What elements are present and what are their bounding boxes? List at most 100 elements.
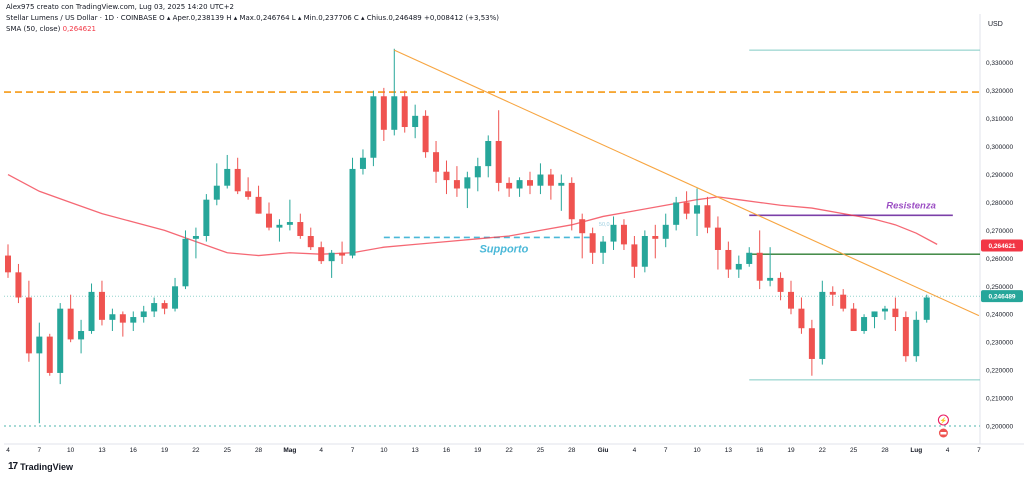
candle-body [192,236,199,239]
candle-body [913,319,920,357]
candle-body [286,222,293,225]
candle-body [579,219,586,234]
y-tick-label: 0,230000 [986,340,1013,347]
candle-body [631,244,638,267]
y-tick-label: 0,200000 [986,424,1013,431]
y-tick-label: 0,250000 [986,284,1013,291]
candle-body [850,308,857,332]
sma-price-badge: 0,264621 [988,243,1015,250]
candle-body [620,224,627,245]
x-tick-label: 16 [756,447,764,454]
y-tick-label: 0,330000 [986,60,1013,67]
chart-author-line: Alex975 creato con TradingView.com, Lug … [6,3,235,11]
x-tick-label: 4 [633,447,637,454]
x-tick-label: 16 [130,447,138,454]
candle-body [652,236,659,239]
y-tick-label: 0,280000 [986,200,1013,207]
x-tick-label: 28 [255,447,263,454]
candle-body [673,202,680,225]
candle-body [46,336,53,373]
economic-event-flag [940,432,947,435]
candle-body [892,308,899,318]
candle-body [756,252,763,281]
candle-body [641,236,648,267]
candle-body [610,224,617,242]
y-tick-label: 0,310000 [986,116,1013,123]
x-tick-label: 19 [474,447,482,454]
candle-body [443,171,450,181]
fib-level-label: 50,0 [599,222,610,228]
y-tick-label: 0,240000 [986,312,1013,319]
y-tick-label: 0,220000 [986,368,1013,375]
candle-body [67,308,74,340]
candle-body [871,311,878,318]
x-tick-label: 19 [787,447,795,454]
candle-body [172,286,179,309]
candle-body [547,174,554,186]
x-tick-label: 13 [412,447,420,454]
x-tick-label: 7 [38,447,42,454]
x-tick-label: 22 [506,447,514,454]
candle-body [349,168,356,256]
candle-body [109,314,116,320]
candle-body [829,291,836,295]
sma-line [7,173,938,257]
candle-body [453,180,460,189]
x-tick-label: 4 [946,447,950,454]
x-tick-label: Giu [598,447,609,454]
candle-body [88,291,95,332]
candle-body [203,199,210,236]
currency-label: USD [988,21,1003,28]
ohlc-values: O ▴ Aper.0,238139 H ▴ Max.0,246764 L ▴ M… [159,14,500,22]
candle-body [391,96,398,130]
candle-body [339,252,346,256]
candle-body [788,291,794,309]
candle-body [861,317,868,332]
candle-body [725,249,732,270]
candle-body [359,157,366,169]
candle-body [767,277,774,281]
x-tick-label: 19 [161,447,169,454]
candle-body [98,291,105,320]
candle-body [328,252,335,262]
candle-body [57,308,64,373]
candle-body [464,177,471,189]
candle-body [5,255,11,273]
candle-body [276,224,283,228]
candle-body [485,140,492,167]
symbol-name: Stellar Lumens / US Dollar · 1D · COINBA… [6,14,157,22]
candle-body [401,96,408,128]
y-tick-label: 0,210000 [986,396,1013,403]
candle-body [412,115,419,128]
candle-body [182,238,189,287]
candle-body [36,336,43,354]
candle-body [130,317,137,323]
candle-body [694,205,701,214]
candle-body [15,272,22,298]
candle-body [474,166,481,178]
candle-body [266,213,272,228]
x-tick-label: 22 [819,447,827,454]
candle-body [151,303,158,312]
last-price-badge: 0,246489 [988,294,1015,301]
y-tick-label: 0,290000 [986,172,1013,179]
candle-body [370,96,377,158]
candle-body [516,180,523,189]
candle-body [558,182,565,186]
resistance-label: Resistenza [886,200,936,211]
tradingview-logo-icon: 17 [8,461,18,472]
downtrend-line [394,49,980,317]
candle-body [589,233,596,253]
candle-body [537,174,544,186]
brand-label: TradingView [20,461,73,472]
candle-body [119,314,126,323]
candle-body [161,303,168,309]
candle-body [78,331,85,340]
candle-body [318,247,325,262]
candle-body [683,202,690,214]
sma-price-badge-bg [981,239,1023,252]
candle-body [704,205,711,228]
candle-body [422,115,429,153]
x-tick-label: 7 [664,447,668,454]
